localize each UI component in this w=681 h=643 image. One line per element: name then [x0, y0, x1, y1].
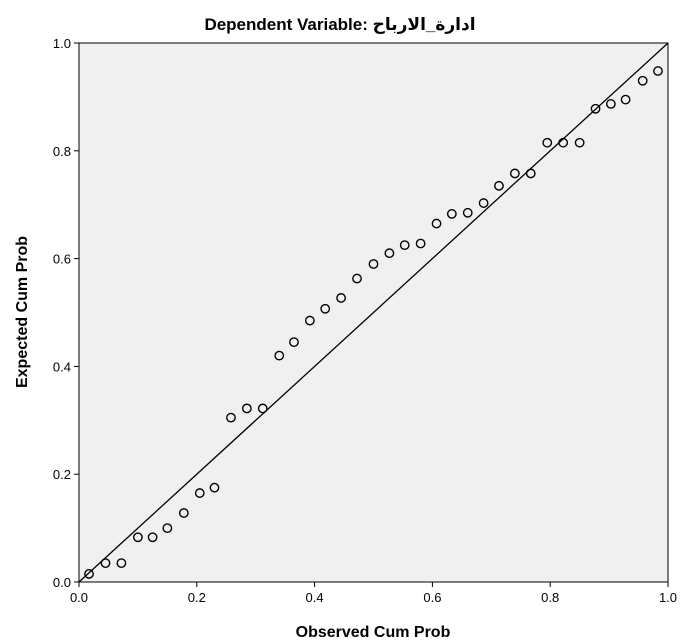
data-point [194, 488, 205, 498]
data-point [241, 403, 252, 414]
data-point [384, 248, 395, 259]
data-point [257, 403, 268, 414]
data-point [637, 75, 648, 86]
data-point [431, 218, 442, 229]
data-point [84, 569, 94, 579]
y-tick-label: 0.4 [53, 359, 71, 374]
data-point [147, 532, 158, 543]
y-tick-label: 0.8 [53, 144, 71, 159]
data-point [509, 168, 520, 179]
data-point [415, 238, 426, 249]
y-tick-label: 0.2 [53, 467, 71, 482]
data-point [494, 180, 504, 191]
data-point [320, 303, 331, 314]
data-point [399, 240, 410, 251]
x-tick-label: 0.8 [541, 590, 559, 605]
x-tick-label: 0.2 [188, 590, 206, 605]
data-point [178, 508, 189, 518]
data-points [84, 66, 663, 579]
data-point [209, 482, 220, 493]
data-point [574, 137, 585, 148]
data-point [605, 99, 616, 109]
axis-ticks: 0.0 0.2 0.4 0.6 0.8 1.0 0.0 0.2 0.4 0.6 0.8 1.0 [53, 36, 677, 605]
chart-title: Dependent Variable: ادارة_الارباح [204, 15, 475, 34]
data-point [289, 337, 299, 348]
data-point [226, 412, 236, 423]
data-point [116, 558, 127, 569]
y-tick-label: 0.6 [53, 252, 71, 267]
y-axis-label: Expected Cum Prob [14, 236, 31, 388]
data-point [274, 350, 285, 361]
x-tick-label: 0.0 [70, 590, 88, 605]
y-tick-label: 0.0 [53, 575, 71, 590]
x-tick-label: 0.6 [423, 590, 441, 605]
data-point [558, 137, 569, 148]
data-point [462, 207, 473, 218]
data-point [525, 168, 536, 179]
data-point [132, 532, 143, 543]
data-point [336, 293, 347, 303]
data-point [100, 558, 111, 569]
data-point [620, 94, 631, 105]
data-point [653, 66, 663, 76]
data-point [446, 208, 457, 219]
x-axis-label: Observed Cum Prob [296, 624, 451, 641]
data-point [162, 523, 173, 533]
data-point [368, 259, 379, 269]
reference-diagonal-line [78, 42, 669, 583]
y-tick-label: 1.0 [53, 36, 71, 51]
data-point [304, 315, 315, 326]
data-point [590, 103, 601, 114]
x-tick-label: 1.0 [659, 590, 677, 605]
data-point [478, 198, 489, 208]
data-point [352, 273, 362, 284]
data-point [542, 137, 553, 148]
x-tick-label: 0.4 [306, 590, 324, 605]
